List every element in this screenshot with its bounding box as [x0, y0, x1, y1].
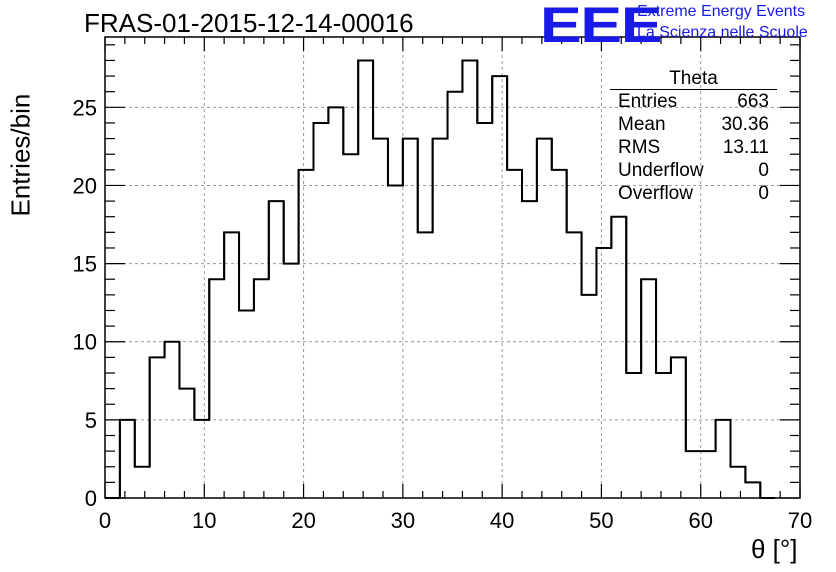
eee-logo: EEE [540, 0, 663, 53]
logo-tagline-2: La Scienza nelle Scuole [637, 24, 808, 41]
stat-value: 30.36 [721, 114, 769, 135]
plot-frame [104, 36, 801, 499]
y-tick-label: 20 [73, 173, 97, 198]
x-tick-label: 20 [291, 508, 315, 533]
x-tick-label: 40 [490, 508, 514, 533]
stats-title: Theta [610, 68, 777, 90]
y-tick-label: 0 [85, 486, 97, 511]
stat-value: 663 [737, 91, 769, 112]
x-tick-label: 60 [688, 508, 712, 533]
stat-label: Overflow [618, 183, 693, 204]
stat-label: Entries [618, 91, 678, 112]
y-axis-label: Entries/bin [5, 93, 36, 217]
stat-label: Underflow [618, 160, 704, 181]
x-tick-label: 70 [788, 508, 812, 533]
y-tick-label: 5 [85, 408, 97, 433]
y-tick-label: 15 [73, 252, 97, 277]
stat-row-rms: RMS 13.11 [610, 136, 777, 159]
stat-label: RMS [618, 137, 661, 158]
logo-tagline-1: Extreme Energy Events [637, 3, 806, 20]
stat-value: 0 [758, 160, 769, 181]
stat-value: 0 [758, 183, 769, 204]
stat-row-overflow: Overflow 0 [610, 182, 777, 205]
stat-value: 13.11 [722, 137, 769, 158]
stat-label: Mean [618, 114, 666, 135]
chart-title: FRAS-01-2015-12-14-00016 [84, 8, 414, 38]
stat-row-underflow: Underflow 0 [610, 159, 777, 182]
stat-row-entries: Entries 663 [610, 90, 777, 113]
stats-box: Theta Entries 663 Mean 30.36 RMS 13.11 U… [610, 68, 777, 205]
x-tick-label: 10 [192, 508, 216, 533]
y-tick-label: 25 [73, 95, 97, 120]
stat-row-mean: Mean 30.36 [610, 113, 777, 136]
x-tick-label: 30 [391, 508, 415, 533]
x-axis-label: θ [°] [751, 534, 798, 564]
y-tick-label: 10 [73, 330, 97, 355]
x-tick-label: 50 [589, 508, 613, 533]
x-tick-label: 0 [99, 508, 111, 533]
